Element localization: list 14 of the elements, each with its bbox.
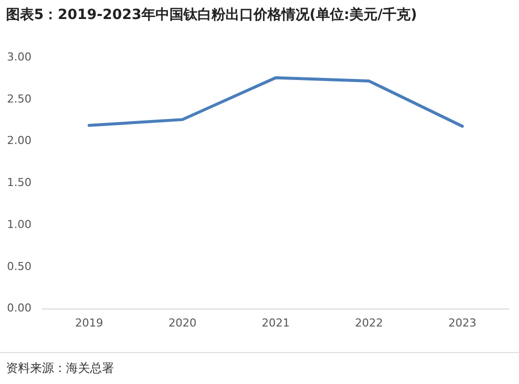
y-tick-label: 2.00 [6,134,32,148]
y-tick-label: 2.50 [6,92,32,106]
x-tick-label: 2020 [168,316,196,330]
x-tick-label: 2023 [448,316,476,330]
y-tick-label: 1.00 [6,218,32,231]
chart-title: 图表5：2019-2023年中国钛白粉出口价格情况(单位:美元/千克) [6,6,417,24]
text: 资料来源：海关总署 [6,360,114,377]
y-tick-label: 3.00 [6,50,32,64]
x-tick-label: 2021 [262,316,290,330]
y-tick-label: 0.50 [6,260,32,273]
y-tick-label: 0.00 [6,302,32,315]
x-tick-label: 2019 [75,316,104,330]
x-tick-label: 2022 [355,316,384,330]
y-tick-label: 1.50 [6,176,32,190]
